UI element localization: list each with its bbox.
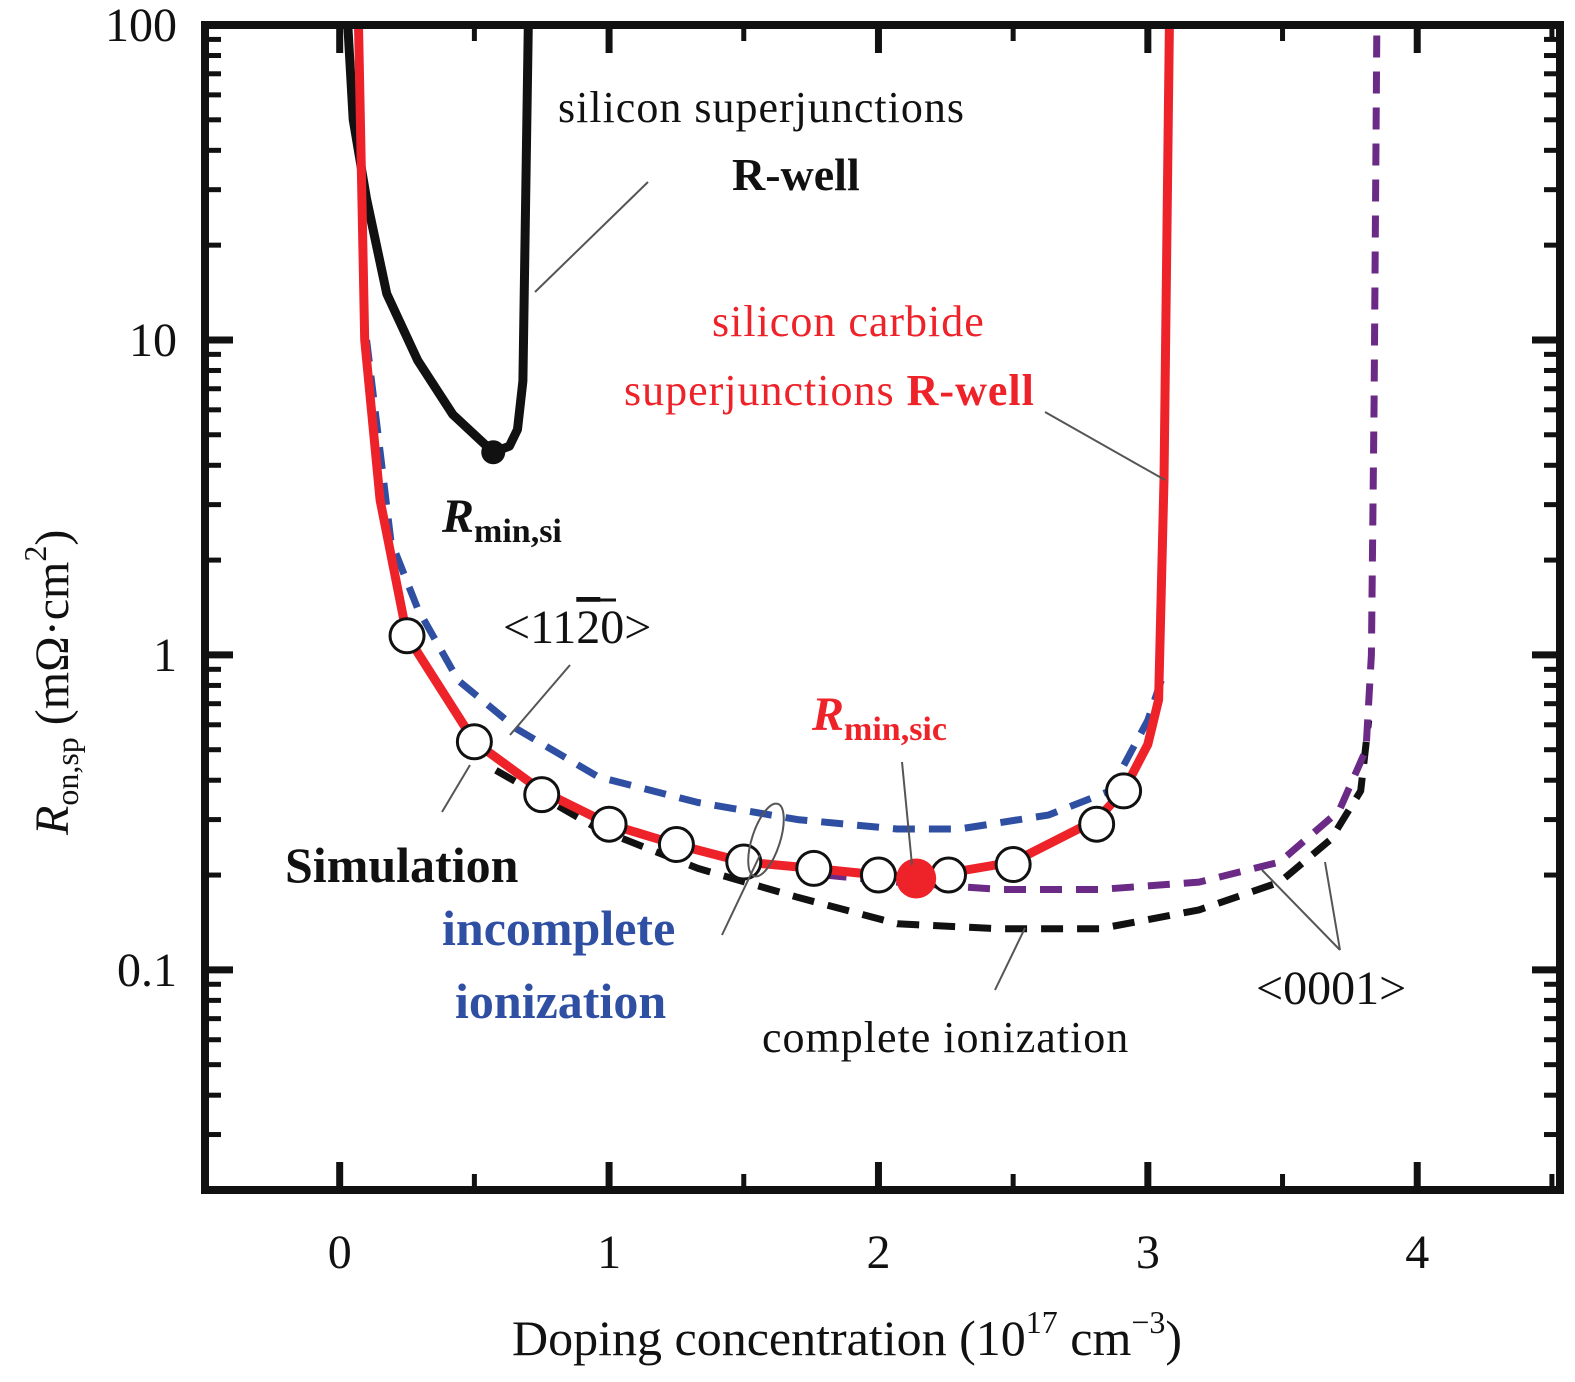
y-tick-label: 10 [129,314,177,367]
y-axis-title-unit: (mΩ·cm [26,562,79,738]
simulation-point [388,617,426,655]
x-tick-label: 0 [328,1226,352,1279]
label-si-title: silicon superjunctions [558,83,965,132]
label-sic-sj: superjunctions R-well [624,366,1035,415]
leader-si [534,181,649,293]
x-axis-title-sup: 17 [1026,1304,1058,1340]
y-axis-title-close: ) [26,530,79,546]
simulation-point [929,856,967,894]
simulation-point [795,849,833,887]
minimum-marker-sic [896,858,937,899]
leader-incomplete-ellipse [747,802,785,878]
x-tick-label: 4 [1405,1226,1429,1279]
simulation-point [1078,805,1116,843]
label-rmin-sic-sub: min,sic [844,711,947,748]
y-axis-title-sub: on,sp [49,737,85,805]
leader-incomplete [721,854,761,936]
x-tick-label: 2 [866,1226,890,1279]
leader-simulation [441,764,471,813]
leader-1120 [509,664,571,736]
axes-layer: 0 1 2 3 4 0.1 1 10 100 [105,0,1564,1279]
label-rmin-sic-main: R [811,688,844,741]
x-axis-title-close: ) [1165,1310,1182,1366]
x-axis-title-unit-sup: −3 [1131,1304,1165,1340]
simulation-point [994,846,1032,884]
leader-sic [1044,411,1166,481]
label-1120-a: <11 [503,601,576,654]
label-ionization: ionization [455,973,666,1029]
simulation-point [1105,772,1143,810]
label-si-rwell: R-well [732,149,860,200]
leader-complete [994,927,1026,991]
x-tick-label: 3 [1136,1226,1160,1279]
x-axis-title: Doping concentration (1017 cm−3) [512,1304,1182,1366]
leader-lines [441,181,1341,991]
label-0001: <0001> [1256,962,1406,1015]
series-line-c_axis [824,31,1381,893]
label-sic-rwell: R-well [907,366,1035,415]
simulation-point [455,723,493,761]
leader-0001-a [1261,869,1341,951]
y-tick-label: 1 [153,629,177,682]
simulation-point [657,826,695,864]
y-axis-title-sup: 2 [17,546,53,562]
series-line-complete [494,719,1373,933]
points-layer [388,440,1143,899]
label-rmin-si: Rmin,si [441,490,562,550]
label-rmin-sic: Rmin,sic [811,688,947,748]
label-incomplete: incomplete [442,900,675,956]
y-axis-title: Ron,sp (mΩ·cm2) [17,530,85,836]
label-1120: <1120> [503,601,651,654]
x-axis-title-unit: cm [1058,1310,1132,1366]
y-tick-label: 0.1 [117,944,177,997]
simulation-point [590,805,628,843]
label-sic-title: silicon carbide [712,297,985,346]
leader-0001-b [1324,861,1341,951]
label-simulation: Simulation [285,837,519,893]
label-sic-sj-text: superjunctions [624,366,907,415]
plot-frame [201,21,1564,1194]
label-1120-bar-digit: 2 [576,601,600,654]
label-complete: complete ionization [762,1013,1129,1062]
label-rmin-si-main: R [441,490,474,543]
series-layer [343,24,1381,933]
simulation-point [859,856,897,894]
y-axis-title-main: R [26,806,79,836]
minimum-marker-si [481,440,506,465]
simulation-point [523,776,561,814]
x-tick-label: 1 [597,1226,621,1279]
y-tick-label: 100 [105,0,177,52]
x-axis-title-main: Doping concentration (10 [512,1310,1026,1366]
leader-rmin-sic [901,761,913,866]
series-line-incomplete [363,339,1165,833]
label-rmin-si-sub: min,si [474,513,562,550]
label-1120-c: 0> [600,601,651,654]
